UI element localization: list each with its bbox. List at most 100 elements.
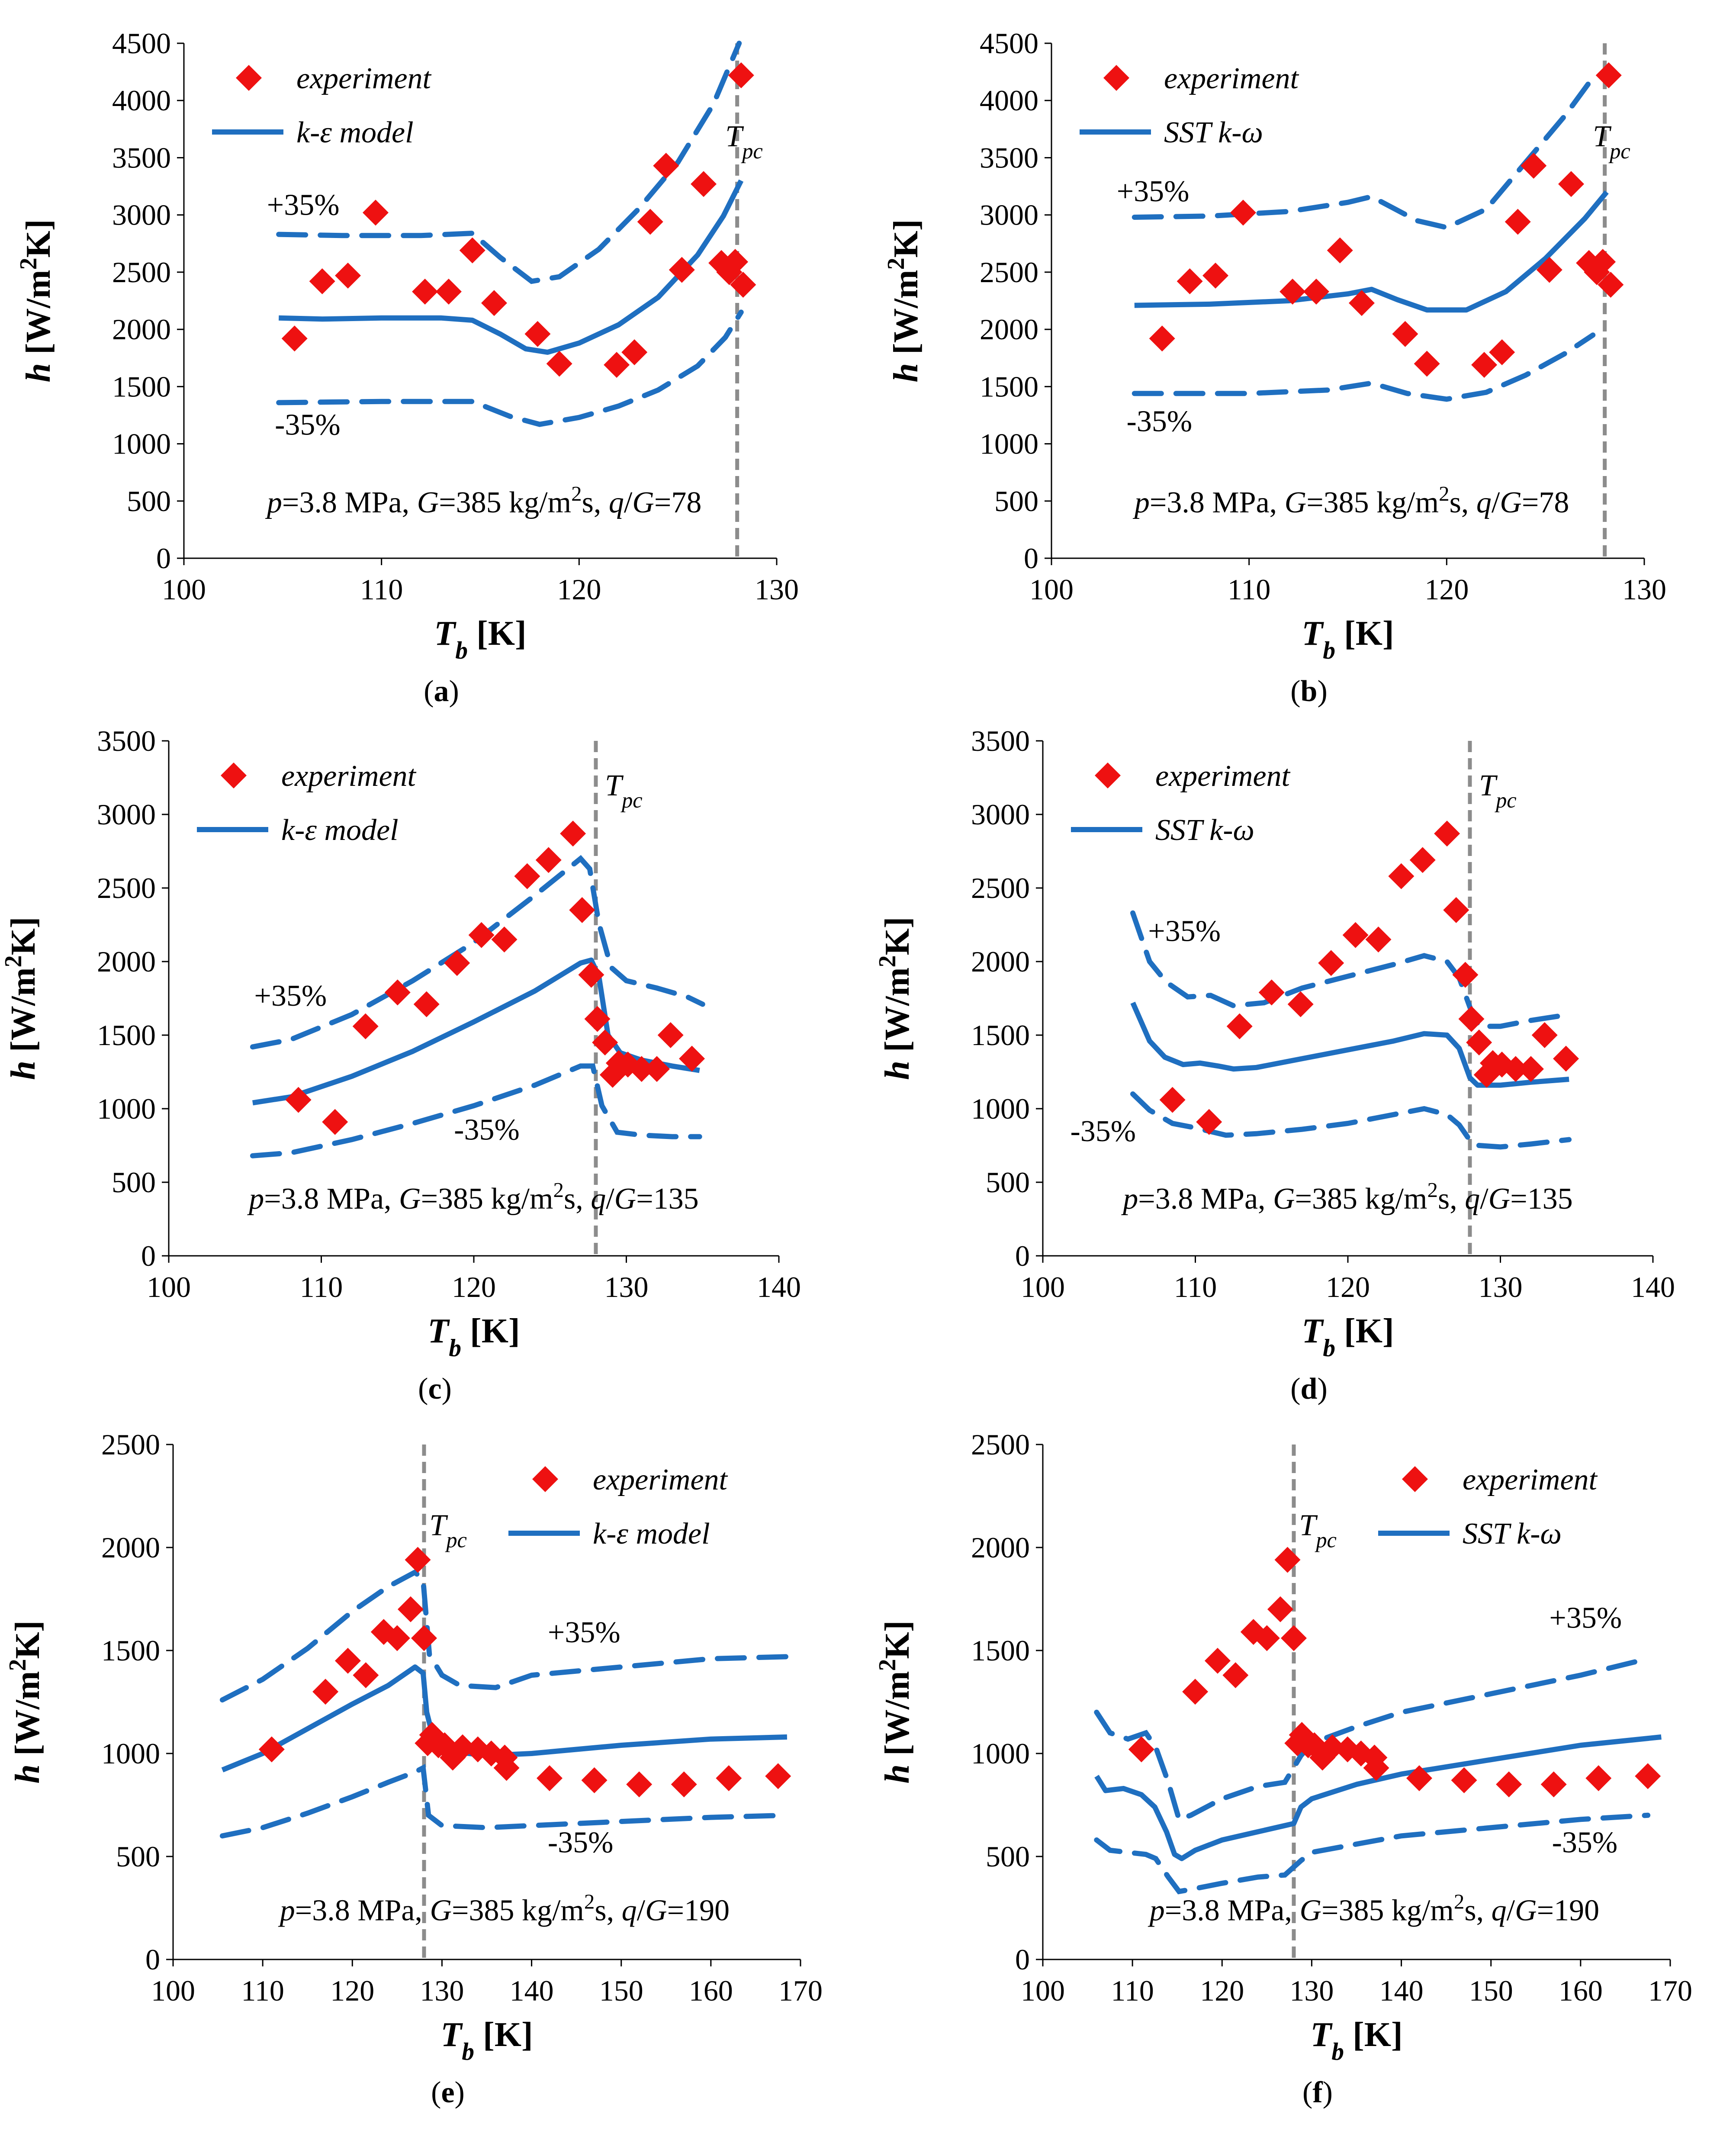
experiment-point: [493, 1755, 520, 1781]
plus-35-band-line: [219, 1569, 790, 1703]
y-tick-label: 0: [145, 1943, 160, 1976]
experiment-point: [644, 1056, 670, 1082]
minus-35-label: -35%: [1552, 1826, 1618, 1859]
experiment-point: [569, 897, 595, 923]
experiment-point: [578, 962, 604, 988]
legend-model-label: SST k-ω: [1164, 116, 1263, 149]
experiment-point: [1502, 1056, 1529, 1082]
experiment-point: [1267, 1596, 1293, 1622]
y-axis-label: h [W/m2K]: [15, 219, 58, 383]
experiment-point: [537, 1765, 563, 1792]
experiment-point: [1318, 950, 1344, 976]
x-tick-label: 120: [557, 573, 601, 606]
legend: experiment SST k-ω: [1080, 62, 1299, 149]
y-tick-label: 500: [994, 485, 1038, 518]
experiment-point: [335, 262, 361, 289]
y-tick-label: 4000: [980, 84, 1038, 117]
x-tick-label: 120: [1200, 1974, 1244, 2007]
subfigure-caption: (d): [1290, 1372, 1328, 1406]
experiment-point: [309, 268, 335, 295]
experiment-point: [1406, 1765, 1432, 1792]
x-tick-label: 100: [1029, 573, 1074, 606]
experiment-point: [1489, 339, 1515, 365]
legend-model-label: k-ε model: [281, 814, 399, 847]
legend-experiment-label: experiment: [1164, 62, 1299, 95]
y-tick-label: 1000: [971, 1737, 1030, 1770]
subfigure-caption: (e): [431, 2076, 465, 2109]
y-tick-label: 3000: [112, 199, 171, 232]
y-tick-label: 3000: [97, 798, 156, 831]
y-tick-label: 500: [112, 1166, 156, 1199]
x-axis-label: Tb [K]: [434, 614, 526, 664]
plus-35-label: +35%: [548, 1616, 620, 1649]
y-tick-label: 1000: [980, 428, 1038, 460]
experiment-point: [1558, 171, 1585, 197]
x-tick-label: 120: [330, 1974, 374, 2007]
experiment-point: [334, 1647, 361, 1674]
y-tick-label: 1500: [97, 1019, 156, 1052]
y-tick-label: 2500: [971, 872, 1030, 904]
experiment-point: [258, 1736, 285, 1763]
subfigure-caption: (c): [418, 1372, 452, 1406]
experiment-point: [592, 1030, 618, 1055]
x-tick-label: 110: [1111, 1974, 1154, 2007]
tpc-label: Tpc: [725, 120, 763, 163]
experiment-point: [628, 1056, 655, 1082]
experiment-point: [1254, 1625, 1280, 1651]
y-tick-label: 1500: [980, 370, 1038, 403]
x-tick-label: 150: [599, 1974, 643, 2007]
experiment-point: [524, 321, 551, 347]
experiment-point: [1319, 1734, 1346, 1760]
experiment-point: [405, 1547, 431, 1573]
legend-model-label: k-ε model: [296, 116, 414, 149]
chart-panel-a: 0 500 1000 1500 2000 2500 3000 3500 4000 4500 100 1…: [15, 27, 799, 708]
y-tick-label: 2000: [980, 313, 1038, 346]
x-tick-label: 110: [1174, 1271, 1217, 1303]
y-axis-label: h [W/m2K]: [0, 917, 42, 1080]
model-curve: [252, 957, 700, 1106]
legend-experiment-marker: [1402, 1466, 1428, 1492]
experiment-point: [397, 1596, 424, 1622]
experiment-point: [285, 1087, 312, 1113]
tpc-label: Tpc: [429, 1509, 467, 1552]
experiment-point: [671, 1771, 697, 1798]
experiment-point: [1177, 268, 1203, 295]
tpc-label: Tpc: [1593, 120, 1630, 163]
legend-experiment-label: experiment: [296, 62, 432, 95]
y-tick-label: 2500: [112, 256, 171, 289]
x-tick-label: 100: [1021, 1974, 1065, 2007]
experiment-point: [626, 1771, 653, 1798]
experiment-point: [514, 863, 540, 889]
x-tick-label: 130: [604, 1271, 649, 1303]
plus-35-label: +35%: [267, 189, 340, 222]
y-tick-label: 1000: [971, 1092, 1030, 1125]
experiment-point: [1505, 209, 1531, 235]
chart-panel-f: 0 500 1000 1500 2000 2500 100 110 120 130 140 150 16…: [874, 1428, 1692, 2109]
minus-35-band-line: [276, 309, 744, 427]
y-tick-label: 2500: [971, 1428, 1030, 1461]
condition-note: p=3.8 MPa, G=385 kg/m2s, q/G=135: [1121, 1178, 1572, 1216]
condition-note: p=3.8 MPa, G=385 kg/m2s, q/G=190: [278, 1889, 730, 1927]
x-tick-label: 150: [1469, 1974, 1513, 2007]
x-axis-label: Tb [K]: [440, 2016, 533, 2065]
y-axis-label: h [W/m2K]: [883, 219, 925, 383]
plus-35-band-line: [1130, 910, 1572, 1029]
experiment-point: [730, 271, 756, 298]
experiment-point: [1536, 257, 1562, 283]
y-axis-label: h [W/m2K]: [874, 1621, 916, 1784]
x-tick-label: 140: [1379, 1974, 1424, 2007]
minus-35-label: -35%: [1070, 1115, 1136, 1148]
minus-35-band-line: [1130, 1091, 1572, 1150]
experiment-point: [1443, 897, 1469, 923]
experiment-point: [679, 1046, 705, 1072]
x-tick-label: 130: [420, 1974, 464, 2007]
experiment-point: [1196, 1109, 1222, 1135]
experiment-point: [691, 171, 717, 197]
experiment-point: [637, 209, 663, 235]
experiment-point: [1230, 199, 1256, 226]
y-tick-label: 3000: [971, 798, 1030, 831]
y-tick-label: 0: [141, 1239, 156, 1272]
legend-experiment-label: experiment: [1155, 759, 1291, 793]
experiment-point: [604, 352, 630, 378]
plus-35-band-line: [1132, 75, 1596, 231]
